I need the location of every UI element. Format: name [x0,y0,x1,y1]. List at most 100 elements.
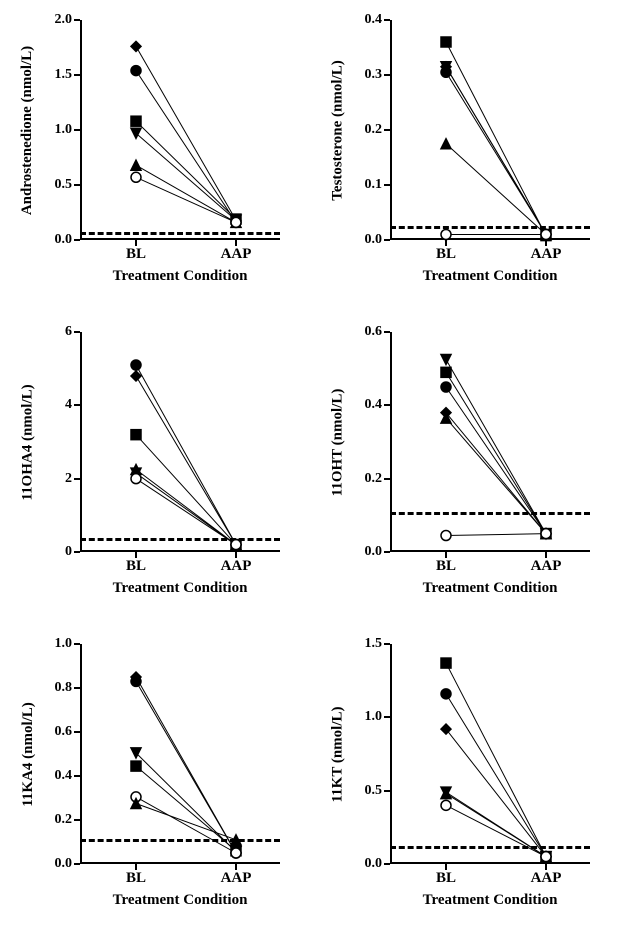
panel-eleven_oht: 0.00.20.40.6BLAAPTreatment Condition11OH… [310,312,620,624]
x-tick-label: BL [436,558,456,575]
x-tick-label: BL [436,246,456,263]
x-tick-label: BL [126,558,146,575]
marker-square_filled [441,37,451,47]
marker-circle_open [231,540,241,550]
marker-triangle_up [231,835,241,845]
series-line [446,729,546,857]
series-layer [390,332,590,552]
y-tick-label: 0.5 [55,177,73,193]
panel-testosterone: 0.00.10.20.30.4BLAAPTreatment ConditionT… [310,0,620,312]
y-axis-label: Testosterone (nmol/L) [328,20,348,240]
y-axis-label: Androstenedione (nmol/L) [18,20,38,240]
series-layer [80,332,280,552]
y-tick-label: 0.2 [365,471,383,487]
marker-triangle_down [441,355,451,365]
marker-diamond_filled [131,371,141,381]
series-line [446,72,546,234]
marker-triangle_up [131,160,141,170]
plot-area: 0.00.51.01.5BLAAPTreatment Condition11KT… [390,644,590,864]
series-line [446,144,546,235]
y-tick-label: 1.0 [55,122,73,138]
series-line [136,479,236,545]
plot-area: 0.00.51.01.52.0BLAAPTreatment ConditionA… [80,20,280,240]
marker-diamond_filled [131,41,141,51]
marker-circle_open [131,474,141,484]
y-tick-label: 0.0 [55,856,73,872]
y-axis-label-text: 11KA4 (nmol/L) [20,702,37,807]
panel-androstenedione: 0.00.51.01.52.0BLAAPTreatment ConditionA… [0,0,310,312]
series-line [446,418,546,534]
y-tick-label: 6 [65,324,72,340]
x-tick-label: AAP [531,246,562,263]
y-tick-label: 0.6 [365,324,383,340]
y-tick-label: 0.0 [365,544,383,560]
series-line [446,805,546,856]
marker-square_filled [441,367,451,377]
x-tick-label: AAP [531,558,562,575]
series-layer [80,644,280,864]
y-tick-label: 0.3 [365,67,383,83]
marker-circle_filled [131,66,141,76]
marker-diamond_filled [441,724,451,734]
y-tick-label: 0 [65,544,72,560]
marker-circle_open [541,529,551,539]
series-line [136,473,236,545]
marker-circle_open [441,230,451,240]
x-axis-label: Treatment Condition [390,892,590,909]
series-layer [80,20,280,240]
marker-square_filled [131,430,141,440]
y-tick-label: 1.5 [55,67,73,83]
marker-circle_open [541,852,551,862]
marker-square_filled [131,116,141,126]
marker-circle_filled [131,360,141,370]
series-layer [390,20,590,240]
y-tick-label: 0.6 [55,724,73,740]
marker-circle_filled [441,67,451,77]
marker-circle_open [231,217,241,227]
y-tick-label: 0.0 [365,856,383,872]
x-axis-label: Treatment Condition [80,580,280,597]
marker-circle_filled [131,676,141,686]
panel-eleven_kt: 0.00.51.01.5BLAAPTreatment Condition11KT… [310,624,620,936]
y-axis-label: 11OHA4 (nmol/L) [18,332,38,552]
y-tick-label: 0.0 [55,232,73,248]
series-line [446,534,546,536]
marker-circle_open [441,531,451,541]
plot-area: 0246BLAAPTreatment Condition11OHA4 (nmol… [80,332,280,552]
marker-circle_open [231,848,241,858]
y-axis-label-text: 11KT (nmol/L) [330,706,347,802]
series-line [446,387,546,534]
y-tick-label: 2 [65,471,72,487]
series-line [446,42,546,236]
x-axis-label: Treatment Condition [390,268,590,285]
x-tick-label: AAP [221,558,252,575]
y-tick-label: 0.5 [365,783,383,799]
series-line [446,372,546,533]
y-axis-label-text: Androstenedione (nmol/L) [20,45,37,214]
marker-circle_filled [441,382,451,392]
y-axis-label-text: 11OHA4 (nmol/L) [20,384,37,500]
y-axis-label-text: Testosterone (nmol/L) [330,60,347,200]
series-line [136,376,236,545]
figure-page: 0.00.51.01.52.0BLAAPTreatment ConditionA… [0,0,620,938]
x-axis-label: Treatment Condition [80,892,280,909]
x-tick-label: AAP [531,870,562,887]
series-line [446,694,546,857]
x-tick-label: BL [126,246,146,263]
y-axis-label-text: 11OHT (nmol/L) [330,388,347,496]
marker-circle_filled [441,689,451,699]
marker-square_filled [441,658,451,668]
plot-area: 0.00.20.40.6BLAAPTreatment Condition11OH… [390,332,590,552]
x-tick-label: BL [126,870,146,887]
y-tick-label: 0.2 [55,812,73,828]
plot-area: 0.00.10.20.30.4BLAAPTreatment ConditionT… [390,20,590,240]
y-tick-label: 0.1 [365,177,383,193]
plot-area: 0.00.20.40.60.81.0BLAAPTreatment Conditi… [80,644,280,864]
series-line [136,435,236,545]
y-tick-label: 0.0 [365,232,383,248]
y-tick-label: 0.4 [365,397,383,413]
x-axis-label: Treatment Condition [80,268,280,285]
y-tick-label: 1.0 [55,636,73,652]
x-tick-label: AAP [221,246,252,263]
series-layer [390,644,590,864]
